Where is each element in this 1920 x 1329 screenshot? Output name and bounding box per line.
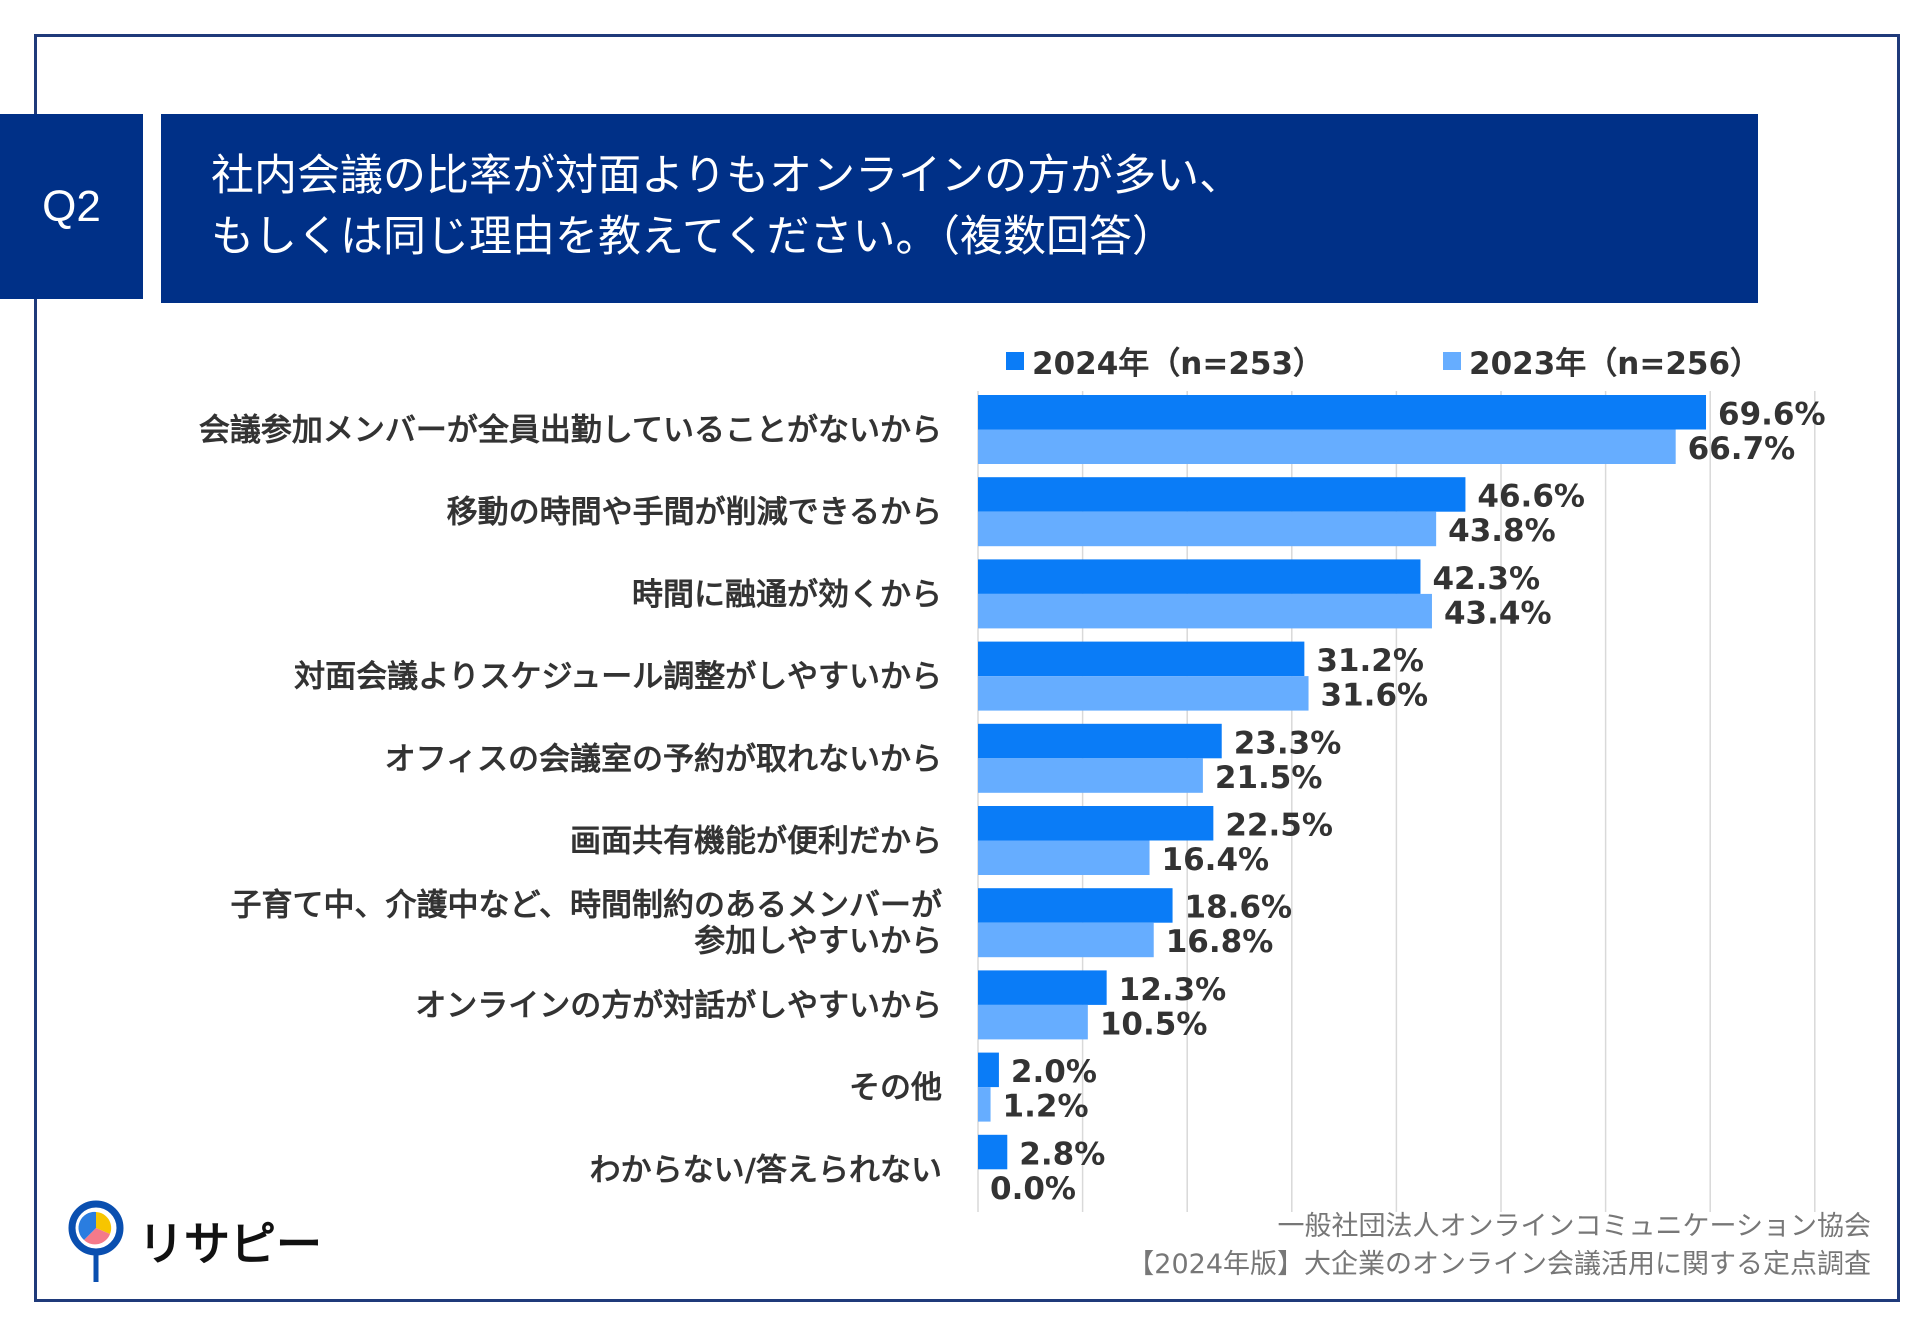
category-label: オンラインの方が対話がしやすいから xyxy=(415,988,942,1024)
bar-2024 xyxy=(978,1134,1008,1170)
bar-2024 xyxy=(978,723,1222,759)
data-label: 31.6% xyxy=(1321,678,1429,714)
data-label: 18.6% xyxy=(1185,890,1293,926)
data-label: 31.2% xyxy=(1316,643,1424,679)
bar-2023 xyxy=(978,758,1203,793)
legend-label-2023: 2023年（n=256） xyxy=(1469,346,1762,382)
legend-label-2024: 2024年（n=253） xyxy=(1032,346,1325,382)
legend-swatch-2023 xyxy=(1443,351,1461,370)
bar-2024 xyxy=(978,970,1107,1005)
question-badge: Q2 xyxy=(0,114,143,299)
bar-2023 xyxy=(978,593,1432,629)
bar-2024 xyxy=(978,888,1173,923)
category-label: オフィスの会議室の予約が取れないから xyxy=(385,741,942,777)
bar-2024 xyxy=(978,477,1466,512)
bar-2024 xyxy=(978,395,1707,430)
data-label: 69.6% xyxy=(1718,397,1826,433)
data-label: 10.5% xyxy=(1100,1006,1208,1042)
data-label: 2.8% xyxy=(1019,1136,1105,1172)
data-label: 2.0% xyxy=(1011,1054,1097,1090)
title-line-1: 社内会議の比率が対面よりもオンラインの方が多い、 xyxy=(211,151,1243,201)
data-label: 66.7% xyxy=(1688,431,1796,467)
bar-2024 xyxy=(978,641,1305,677)
source-note: 一般社団法人オンラインコミュニケーション協会 【2024年版】大企業のオンライン… xyxy=(1127,1208,1871,1284)
category-label: 画面共有機能が便利だから xyxy=(570,824,942,860)
bar-2023 xyxy=(978,840,1150,875)
data-label: 42.3% xyxy=(1432,561,1540,597)
source-line-2: 【2024年版】大企業のオンライン会議活用に関する定点調査 xyxy=(1127,1249,1871,1280)
bar-2023 xyxy=(978,676,1309,711)
legend-swatch-2024 xyxy=(1006,351,1024,370)
bar-2024 xyxy=(978,559,1421,594)
data-label: 43.4% xyxy=(1444,595,1552,631)
logo-pin-icon xyxy=(68,1200,124,1282)
data-label: 12.3% xyxy=(1119,972,1227,1008)
bar-2023 xyxy=(978,922,1154,958)
bar-2024 xyxy=(978,1052,999,1088)
data-label: 0.0% xyxy=(990,1171,1076,1207)
question-title: 社内会議の比率が対面よりもオンラインの方が多い、 もしくは同じ理由を教えてくださ… xyxy=(161,114,1758,303)
title-line-2: もしくは同じ理由を教えてください。（複数回答） xyxy=(211,212,1176,262)
category-label: その他 xyxy=(849,1070,942,1106)
data-label: 1.2% xyxy=(1003,1089,1089,1125)
data-label: 43.8% xyxy=(1448,513,1556,549)
category-label: 対面会議よりスケジュール調整がしやすいから xyxy=(294,659,942,695)
legend-2024: 2024年（n=253） xyxy=(1006,338,1324,383)
data-label: 16.4% xyxy=(1162,842,1270,878)
bar-2023 xyxy=(978,1087,991,1122)
slide-frame xyxy=(34,34,1900,1302)
logo: リサピー xyxy=(68,1198,322,1284)
data-label: 16.8% xyxy=(1166,924,1274,960)
category-label: 参加しやすいから xyxy=(694,924,942,960)
logo-text: リサピー xyxy=(138,1217,322,1271)
data-label: 22.5% xyxy=(1225,808,1333,844)
category-label: 子育て中、介護中など、時間制約のあるメンバーが xyxy=(231,888,942,924)
data-label: 46.6% xyxy=(1477,479,1585,515)
legend-2023: 2023年（n=256） xyxy=(1443,338,1761,383)
bar-2023 xyxy=(978,1004,1088,1040)
category-label: わからない/答えられない xyxy=(590,1152,942,1188)
bar-2023 xyxy=(978,511,1437,547)
data-label: 23.3% xyxy=(1234,725,1342,761)
category-label: 移動の時間や手間が削減できるから xyxy=(447,495,942,531)
data-label: 21.5% xyxy=(1215,760,1323,796)
bar-2024 xyxy=(978,806,1214,841)
category-label: 会議参加メンバーが全員出勤していることがないから xyxy=(199,413,942,449)
bar-2023 xyxy=(978,429,1676,464)
source-line-1: 一般社団法人オンラインコミュニケーション協会 xyxy=(1277,1211,1871,1242)
category-label: 時間に融通が効くから xyxy=(632,577,942,613)
